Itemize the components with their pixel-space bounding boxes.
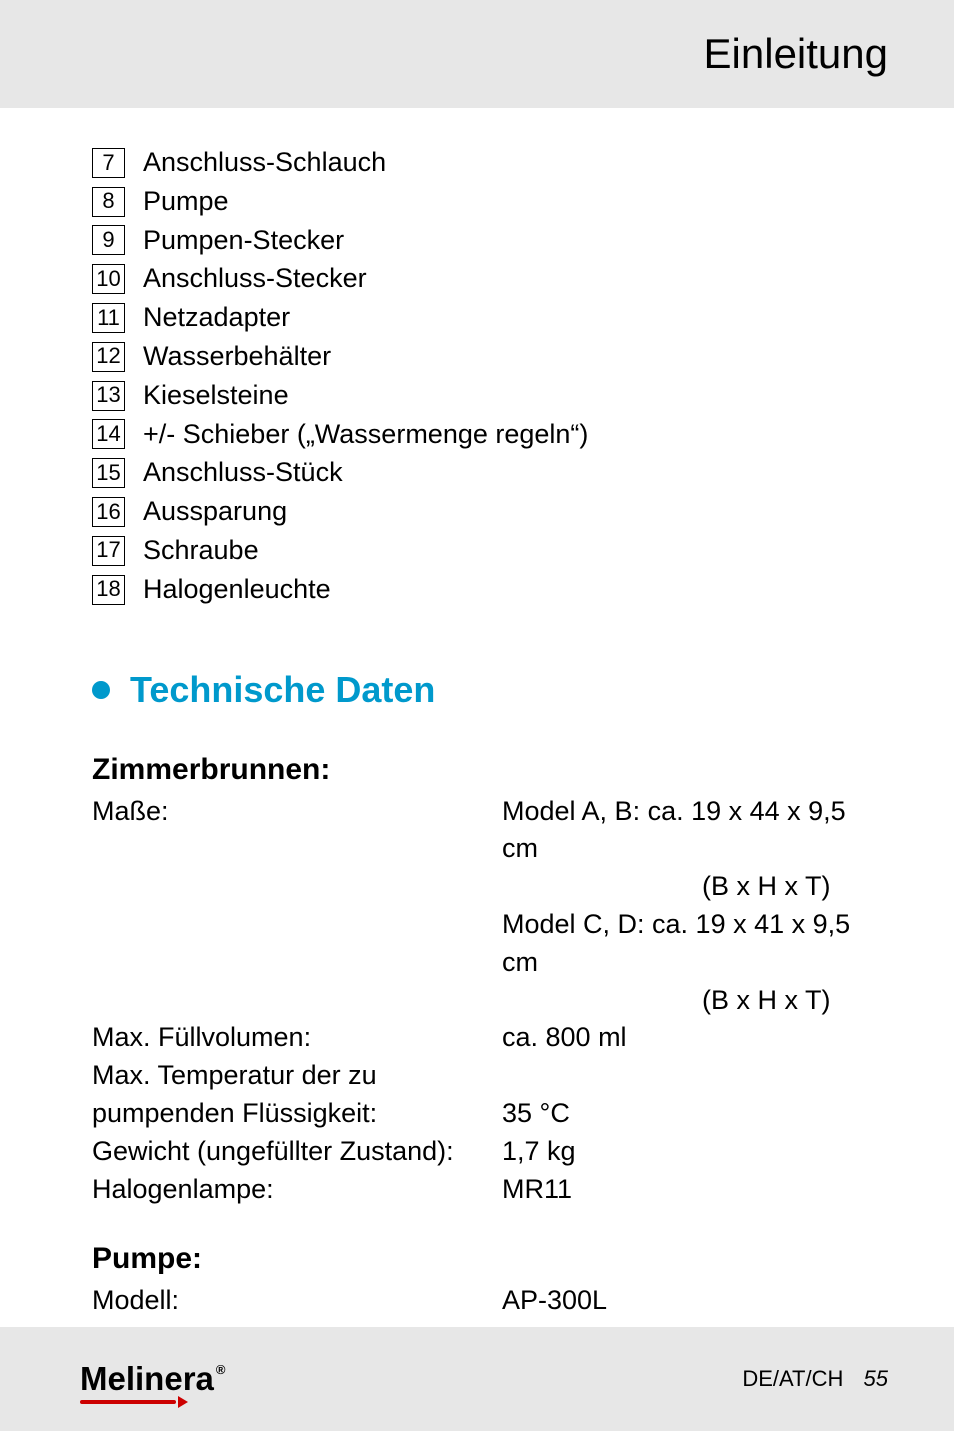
part-number: 14 [92,419,125,449]
spec-label: Gewicht (ungefüllter Zustand): [92,1133,502,1171]
spec-row: Max. Füllvolumen:ca. 800 ml [92,1019,888,1057]
spec-row: Model C, D: ca. 19 x 41 x 9,5 cm [92,906,888,982]
parts-row: 14 +/- Schieber („Wassermenge regeln“) [92,416,888,454]
section-heading: Technische Daten [92,669,888,711]
spec-value: Model C, D: ca. 19 x 41 x 9,5 cm [502,906,888,982]
parts-row: 13 Kieselsteine [92,377,888,415]
spec-label [92,868,502,906]
page-title: Einleitung [704,30,888,78]
parts-row: 9 Pumpen-Stecker [92,222,888,260]
spec-row: pumpenden Flüssigkeit:35 °C [92,1095,888,1133]
region-code: DE/AT/CH [742,1366,843,1391]
spec-label: Halogenlampe: [92,1171,502,1209]
page-header: Einleitung [0,0,954,108]
part-number: 17 [92,536,125,566]
page-footer: Melinera® DE/AT/CH 55 [0,1327,954,1431]
part-number: 9 [92,225,125,255]
part-label: Anschluss-Schlauch [143,144,386,182]
spec-value: (B x H x T) [502,982,888,1020]
fountain-specs: Maße:Model A, B: ca. 19 x 44 x 9,5 cm(B … [92,793,888,1209]
spec-label: Maße: [92,793,502,869]
spec-value: (B x H x T) [502,868,888,906]
part-number: 13 [92,381,125,411]
parts-row: 17 Schraube [92,532,888,570]
page-reference: DE/AT/CH 55 [742,1366,888,1392]
parts-row: 10 Anschluss-Stecker [92,260,888,298]
part-label: Netzadapter [143,299,290,337]
part-label: Halogenleuchte [143,571,331,609]
spec-row: Halogenlampe:MR11 [92,1171,888,1209]
spec-label: Modell: [92,1282,502,1320]
part-number: 15 [92,458,125,488]
spec-value: 1,7 kg [502,1133,888,1171]
part-number: 10 [92,264,125,294]
parts-row: 11 Netzadapter [92,299,888,337]
part-number: 18 [92,575,125,605]
part-number: 8 [92,187,125,217]
part-label: Anschluss-Stück [143,454,343,492]
spec-label: Max. Temperatur der zu [92,1057,502,1095]
parts-row: 7 Anschluss-Schlauch [92,144,888,182]
brand-text: Melinera [80,1360,214,1398]
part-label: Anschluss-Stecker [143,260,367,298]
spec-row: (B x H x T) [92,868,888,906]
spec-label [92,982,502,1020]
spec-row: Maße:Model A, B: ca. 19 x 44 x 9,5 cm [92,793,888,869]
part-label: Pumpe [143,183,229,221]
page-number: 55 [864,1366,888,1391]
parts-list: 7 Anschluss-Schlauch 8 Pumpe 9 Pumpen-Stecker… [92,144,888,609]
spec-value [502,1057,888,1095]
part-label: Schraube [143,532,259,570]
section-heading-text: Technische Daten [130,669,435,711]
spec-value: ca. 800 ml [502,1019,888,1057]
spec-label [92,906,502,982]
part-number: 11 [92,303,125,333]
spec-label: Max. Füllvolumen: [92,1019,502,1057]
spec-row: Max. Temperatur der zu [92,1057,888,1095]
parts-row: 16 Aussparung [92,493,888,531]
spec-row: (B x H x T) [92,982,888,1020]
parts-row: 18 Halogenleuchte [92,571,888,609]
part-number: 12 [92,342,125,372]
page-content: 7 Anschluss-Schlauch 8 Pumpe 9 Pumpen-Stecker… [0,108,954,1434]
fountain-subhead: Zimmerbrunnen: [92,753,888,787]
registered-icon: ® [216,1362,226,1377]
bullet-icon [92,681,110,699]
part-label: Pumpen-Stecker [143,222,344,260]
spec-value: MR11 [502,1171,888,1209]
spec-value: Model A, B: ca. 19 x 44 x 9,5 cm [502,793,888,869]
pump-subhead: Pumpe: [92,1242,888,1276]
spec-row: Modell:AP-300L [92,1282,888,1320]
spec-value: 35 °C [502,1095,888,1133]
brand-underline-icon [80,1400,176,1404]
part-number: 7 [92,148,125,178]
parts-row: 8 Pumpe [92,183,888,221]
part-label: +/- Schieber („Wassermenge regeln“) [143,416,588,454]
part-label: Aussparung [143,493,287,531]
part-label: Wasserbehälter [143,338,331,376]
parts-row: 15 Anschluss-Stück [92,454,888,492]
spec-row: Gewicht (ungefüllter Zustand):1,7 kg [92,1133,888,1171]
brand-logo: Melinera® [80,1360,223,1398]
parts-row: 12 Wasserbehälter [92,338,888,376]
spec-label: pumpenden Flüssigkeit: [92,1095,502,1133]
part-label: Kieselsteine [143,377,289,415]
part-number: 16 [92,497,125,527]
spec-value: AP-300L [502,1282,888,1320]
